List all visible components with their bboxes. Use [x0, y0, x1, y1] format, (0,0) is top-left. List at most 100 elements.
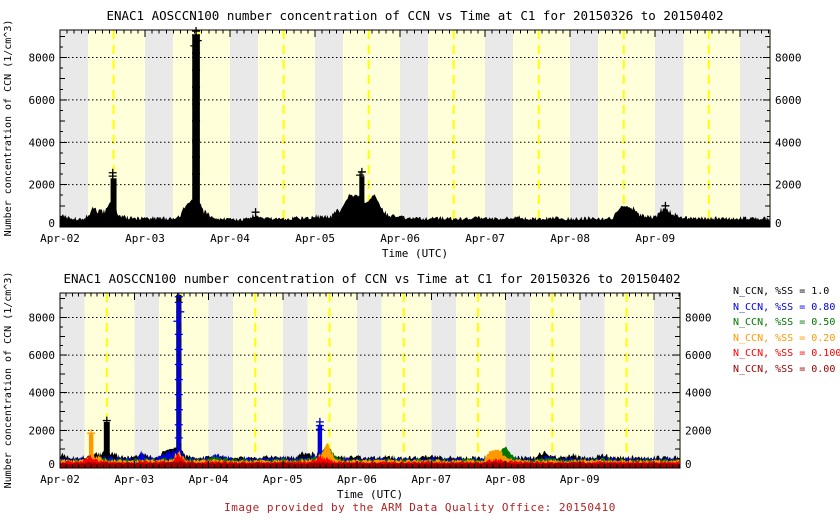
plus-marker: [174, 360, 183, 369]
band-gray: [654, 293, 679, 468]
series-spike: [359, 176, 365, 227]
x-tick-label: Apr-03: [125, 232, 165, 245]
bottom-chart-title: ENAC1 AOSCCN100 number concentration of …: [63, 271, 680, 286]
x-tick-label: Apr-05: [295, 232, 335, 245]
band-gray: [282, 293, 308, 468]
x-tick-label: Apr-08: [550, 232, 590, 245]
plus-marker: [192, 136, 201, 145]
plus-marker: [174, 420, 183, 429]
series-area: [60, 194, 770, 227]
x-tick-label: Apr-08: [486, 473, 526, 486]
series-spike: [176, 302, 182, 468]
plus-marker: [102, 416, 111, 425]
y-tick-label: 2000: [685, 424, 712, 437]
top-chart: Apr-02 Apr-03 Apr-04 Apr-05 Apr-06 Apr-07 Apr-…: [29, 27, 802, 245]
plus-marker: [176, 307, 185, 316]
top-chart-xlabel: Time (UTC): [382, 247, 448, 260]
top-chart-title: ENAC1 AOSCCN100 number concentration of …: [106, 8, 723, 23]
plus-marker: [357, 167, 366, 176]
y-tick-label: 0: [775, 217, 782, 230]
band-gray: [485, 30, 514, 227]
x-tick-label: Apr-07: [465, 232, 505, 245]
plus-marker: [192, 66, 201, 75]
legend-entry: N_CCN, %SS = 0.50: [733, 317, 836, 328]
y-tick-label: 8000: [775, 52, 802, 65]
x-tick-label: Apr-04: [210, 232, 250, 245]
plus-marker: [192, 100, 201, 109]
plus-marker: [251, 208, 260, 217]
band-gray: [357, 293, 382, 468]
y-tick-label: 8000: [685, 311, 712, 324]
plus-marker: [174, 433, 183, 442]
y-tick-label: 4000: [685, 387, 712, 400]
band-gray: [208, 293, 234, 468]
plot-frame: [59, 292, 681, 469]
band-yellow: [598, 30, 656, 227]
band-gray: [655, 30, 684, 227]
plus-marker: [192, 170, 201, 179]
plus-marker: [192, 153, 201, 162]
band-yellow: [343, 30, 401, 227]
bottom-chart: Apr-02 Apr-03 Apr-04 Apr-05 Apr-06 Apr-07 Apr-…: [29, 292, 712, 486]
plus-marker: [190, 41, 199, 50]
legend: N_CCN, %SS = 1.0 N_CCN, %SS = 0.80 N_CCN, …: [733, 284, 840, 377]
y-tick-label: 2000: [29, 179, 56, 192]
band-yellow: [455, 293, 506, 468]
x-tick-label: Apr-07: [411, 473, 451, 486]
band-yellow: [307, 293, 358, 468]
band-gray: [505, 293, 531, 468]
legend-entry: N_CCN, %SS = 1.0: [733, 286, 830, 297]
plus-marker: [174, 330, 183, 339]
plot-frame: [59, 29, 771, 228]
plus-marker: [192, 117, 201, 126]
series-spike: [110, 178, 117, 227]
band-gray: [230, 30, 259, 227]
band-gray: [740, 30, 769, 227]
y-tick-label: 6000: [29, 349, 56, 362]
band-gray: [60, 293, 85, 468]
plus-marker: [192, 27, 201, 36]
plus-marker: [174, 292, 183, 301]
y-tick-label: 4000: [29, 136, 56, 149]
top-chart-ylabel: Number concentration of CCN (1/cm^3): [3, 20, 14, 237]
plus-marker: [108, 168, 117, 177]
band-gray: [400, 30, 429, 227]
band-yellow: [233, 293, 283, 468]
band-yellow: [258, 30, 316, 227]
band-yellow: [428, 30, 486, 227]
y-tick-label: 8000: [29, 311, 56, 324]
y-tick-label: 2000: [775, 179, 802, 192]
band-yellow: [678, 293, 680, 468]
y-tick-label: 2000: [29, 424, 56, 437]
band-yellow: [604, 293, 655, 468]
caption: Image provided by the ARM Data Quality O…: [224, 501, 616, 514]
x-tick-label: Apr-09: [635, 232, 675, 245]
plus-marker: [193, 36, 202, 45]
x-tick-label: Apr-04: [189, 473, 229, 486]
band-gray: [315, 30, 344, 227]
band-yellow: [381, 293, 432, 468]
plus-marker: [661, 201, 670, 210]
legend-entry: N_CCN, %SS = 0.00: [733, 363, 836, 375]
band-gray: [60, 30, 89, 227]
band-yellow: [173, 30, 231, 227]
y-tick-label: 4000: [775, 136, 802, 149]
band-yellow: [513, 30, 571, 227]
series-spike: [317, 424, 323, 468]
series-spike: [88, 434, 94, 468]
band-gray: [579, 293, 605, 468]
y-tick-label: 0: [48, 458, 55, 471]
bottom-chart-xlabel: Time (UTC): [337, 488, 403, 501]
y-tick-label: 8000: [29, 52, 56, 65]
y-tick-label: 0: [685, 458, 692, 471]
x-tick-label: Apr-06: [337, 473, 377, 486]
legend-entry: N_CCN, %SS = 0.100: [733, 348, 840, 359]
x-tick-label: Apr-06: [380, 232, 420, 245]
band-gray: [145, 30, 174, 227]
band-gray: [570, 30, 599, 227]
bottom-chart-ylabel: Number concentration of CCN (1/cm^3): [3, 272, 14, 489]
band-gray: [431, 293, 456, 468]
y-tick-label: 6000: [29, 94, 56, 107]
